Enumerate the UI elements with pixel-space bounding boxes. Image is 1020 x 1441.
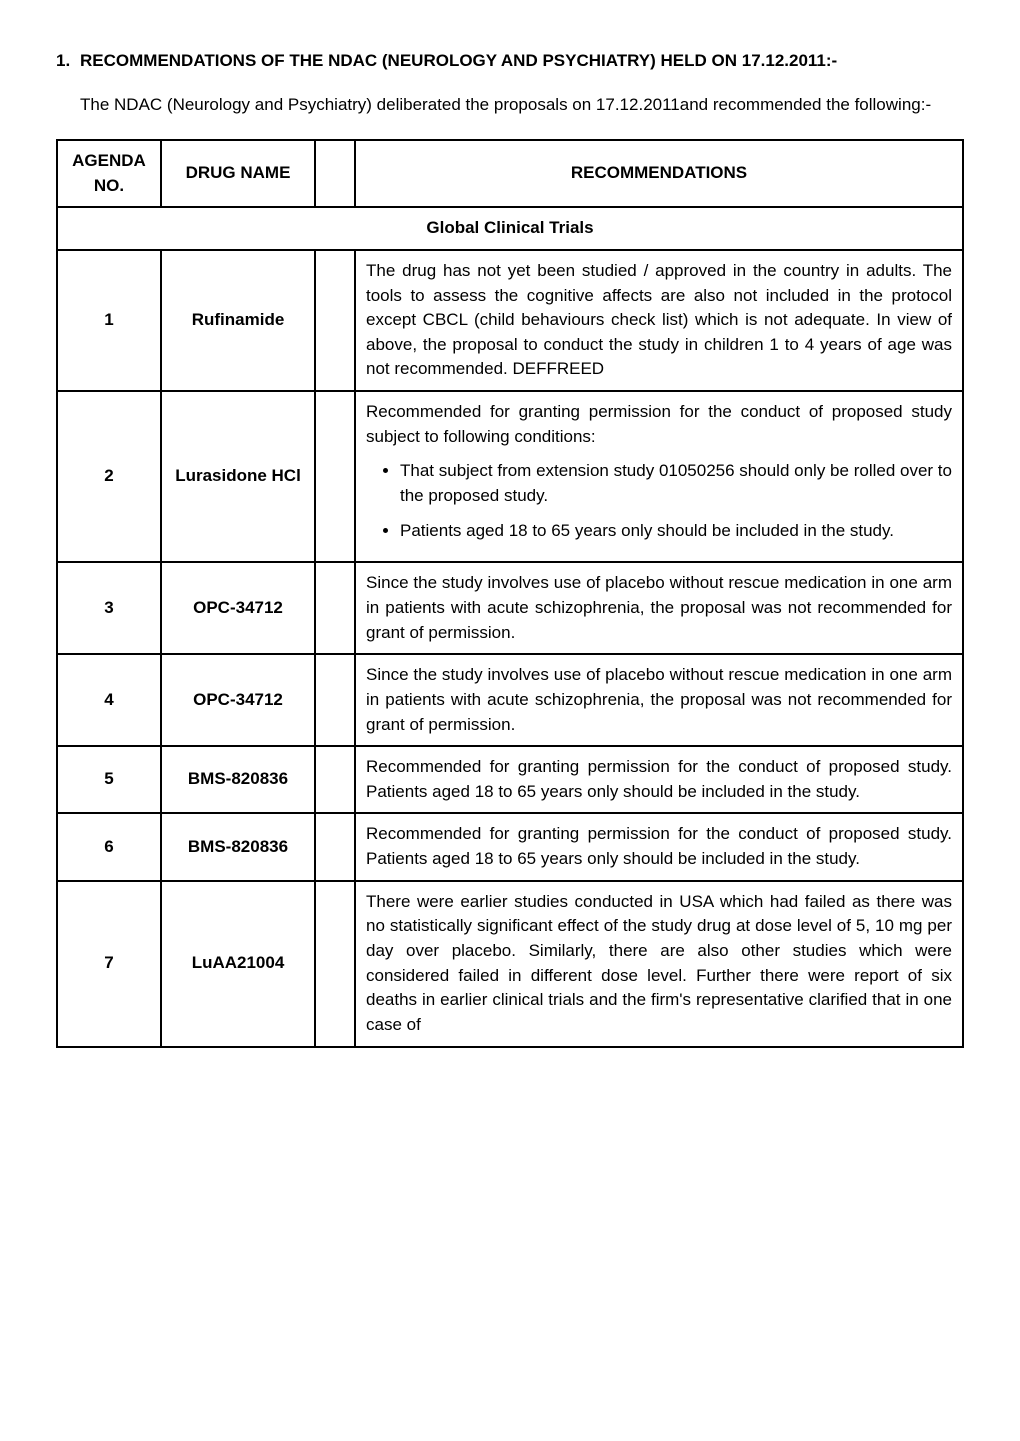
recommendation: Recommended for granting permission for …	[355, 391, 963, 562]
header-spacer	[315, 140, 355, 207]
header-row: AGENDA NO. DRUG NAME RECOMMENDATIONS	[57, 140, 963, 207]
recommendation: Since the study involves use of placebo …	[355, 562, 963, 654]
agenda-no: 2	[57, 391, 161, 562]
recommendation: The drug has not yet been studied / appr…	[355, 250, 963, 391]
agenda-no: 4	[57, 654, 161, 746]
header-agenda-no: AGENDA NO.	[57, 140, 161, 207]
agenda-no: 5	[57, 746, 161, 813]
recommendations-table: AGENDA NO. DRUG NAME RECOMMENDATIONS Glo…	[56, 139, 964, 1048]
recommendation: Recommended for granting permission for …	[355, 746, 963, 813]
recommendation: Since the study involves use of placebo …	[355, 654, 963, 746]
header-drug-name: DRUG NAME	[161, 140, 315, 207]
section-title: Global Clinical Trials	[57, 207, 963, 250]
table-row: 4 OPC-34712 Since the study involves use…	[57, 654, 963, 746]
table-row: 6 BMS-820836 Recommended for granting pe…	[57, 813, 963, 880]
drug-name: OPC-34712	[161, 562, 315, 654]
table-row: 5 BMS-820836 Recommended for granting pe…	[57, 746, 963, 813]
table-row: 7 LuAA21004 There were earlier studies c…	[57, 881, 963, 1047]
agenda-no: 6	[57, 813, 161, 880]
agenda-no: 1	[57, 250, 161, 391]
drug-name: Lurasidone HCl	[161, 391, 315, 562]
recommendation: There were earlier studies conducted in …	[355, 881, 963, 1047]
drug-name: OPC-34712	[161, 654, 315, 746]
header-recommendations: RECOMMENDATIONS	[355, 140, 963, 207]
spacer-cell	[315, 881, 355, 1047]
spacer-cell	[315, 813, 355, 880]
drug-name: LuAA21004	[161, 881, 315, 1047]
spacer-cell	[315, 654, 355, 746]
section-row: Global Clinical Trials	[57, 207, 963, 250]
document-heading: 1. RECOMMENDATIONS OF THE NDAC (NEUROLOG…	[56, 48, 964, 74]
bullet-item: Patients aged 18 to 65 years only should…	[400, 519, 952, 544]
drug-name: BMS-820836	[161, 813, 315, 880]
drug-name: BMS-820836	[161, 746, 315, 813]
spacer-cell	[315, 250, 355, 391]
drug-name: Rufinamide	[161, 250, 315, 391]
bullet-item: That subject from extension study 010502…	[400, 459, 952, 508]
heading-text: RECOMMENDATIONS OF THE NDAC (NEUROLOGY A…	[80, 48, 837, 74]
bullet-list: That subject from extension study 010502…	[366, 459, 952, 543]
table-row: 3 OPC-34712 Since the study involves use…	[57, 562, 963, 654]
recommendation: Recommended for granting permission for …	[355, 813, 963, 880]
table-row: 2 Lurasidone HCl Recommended for grantin…	[57, 391, 963, 562]
spacer-cell	[315, 562, 355, 654]
intro-paragraph: The NDAC (Neurology and Psychiatry) deli…	[80, 92, 964, 118]
heading-number: 1.	[56, 48, 80, 74]
spacer-cell	[315, 746, 355, 813]
table-row: 1 Rufinamide The drug has not yet been s…	[57, 250, 963, 391]
agenda-no: 3	[57, 562, 161, 654]
spacer-cell	[315, 391, 355, 562]
agenda-no: 7	[57, 881, 161, 1047]
